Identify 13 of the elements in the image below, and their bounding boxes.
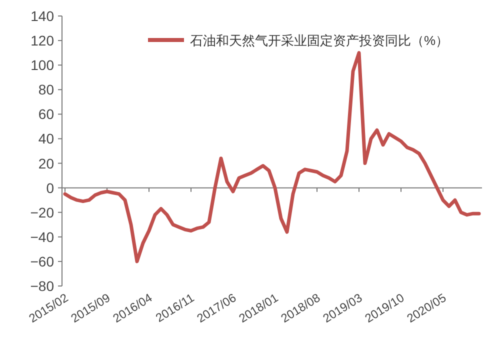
y-tick-label: 80 xyxy=(38,82,54,98)
y-tick-label: 40 xyxy=(38,130,54,147)
y-tick-label: 0 xyxy=(46,180,54,196)
y-tick-label: 140 xyxy=(30,8,54,24)
y-tick-label: 60 xyxy=(38,106,54,122)
y-tick-label: −40 xyxy=(30,228,54,245)
y-tick-label: 100 xyxy=(30,57,54,74)
y-tick-label: 20 xyxy=(38,155,54,172)
y-tick-label: −20 xyxy=(30,204,54,220)
y-tick-label: −80 xyxy=(30,278,54,294)
y-tick-label: 120 xyxy=(30,32,54,49)
y-tick-label: −60 xyxy=(30,253,54,270)
legend-label: 石油和天然气开采业固定资产投资同比（%） xyxy=(190,33,449,48)
